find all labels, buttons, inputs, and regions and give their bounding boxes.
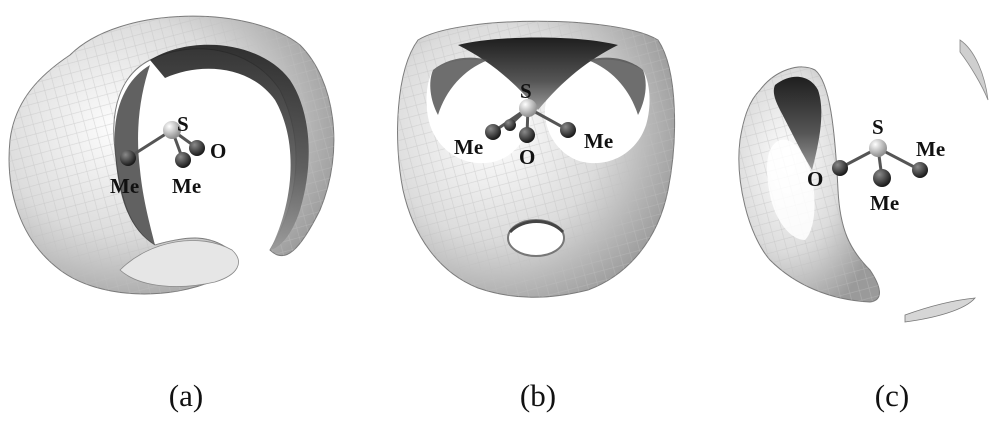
atom-o-a: [189, 140, 205, 156]
atom-me-b-1: [485, 124, 501, 140]
label-o-a: O: [210, 139, 226, 163]
atom-s-a: [163, 121, 181, 139]
isosurface-b: S O Me Me: [397, 20, 676, 298]
label-s-a: S: [177, 112, 189, 136]
molecule-a: S O Me Me: [110, 112, 226, 198]
label-me-b-2: Me: [584, 129, 613, 153]
shell-inner-a: [150, 44, 309, 251]
caption-c: (c): [874, 378, 910, 413]
atom-me-a-2: [175, 152, 191, 168]
molecule-c: S O Me Me: [807, 115, 945, 215]
caption-b: (b): [519, 378, 557, 413]
panel-c: S O Me Me (c): [720, 0, 997, 413]
label-me-c-1: Me: [870, 191, 899, 215]
atom-me-b-2: [560, 122, 576, 138]
label-me-c-2: Me: [916, 137, 945, 161]
label-o-c: O: [807, 167, 823, 191]
atom-o-c: [832, 160, 848, 176]
atom-o-b: [519, 127, 535, 143]
panel-b: S O Me Me (b): [388, 0, 688, 413]
label-s-b: S: [520, 79, 532, 103]
label-o-b: O: [519, 145, 535, 169]
label-s-c: S: [872, 115, 884, 139]
panel-a: S O Me Me (a): [0, 0, 345, 413]
atom-me-c-2: [912, 162, 928, 178]
atom-me-a-1: [120, 150, 136, 166]
atom-me-c-1: [873, 169, 891, 187]
atom-s-b: [519, 99, 537, 117]
molecule-b: S O Me Me: [454, 79, 613, 169]
label-me-b-1: Me: [454, 135, 483, 159]
caption-a: (a): [168, 378, 204, 413]
isosurface-c: S O Me Me: [738, 39, 989, 323]
label-me-a-2: Me: [172, 174, 201, 198]
isosurface-a: S O Me Me: [8, 15, 335, 295]
label-me-a-1: Me: [110, 174, 139, 198]
atom-s-c: [869, 139, 887, 157]
